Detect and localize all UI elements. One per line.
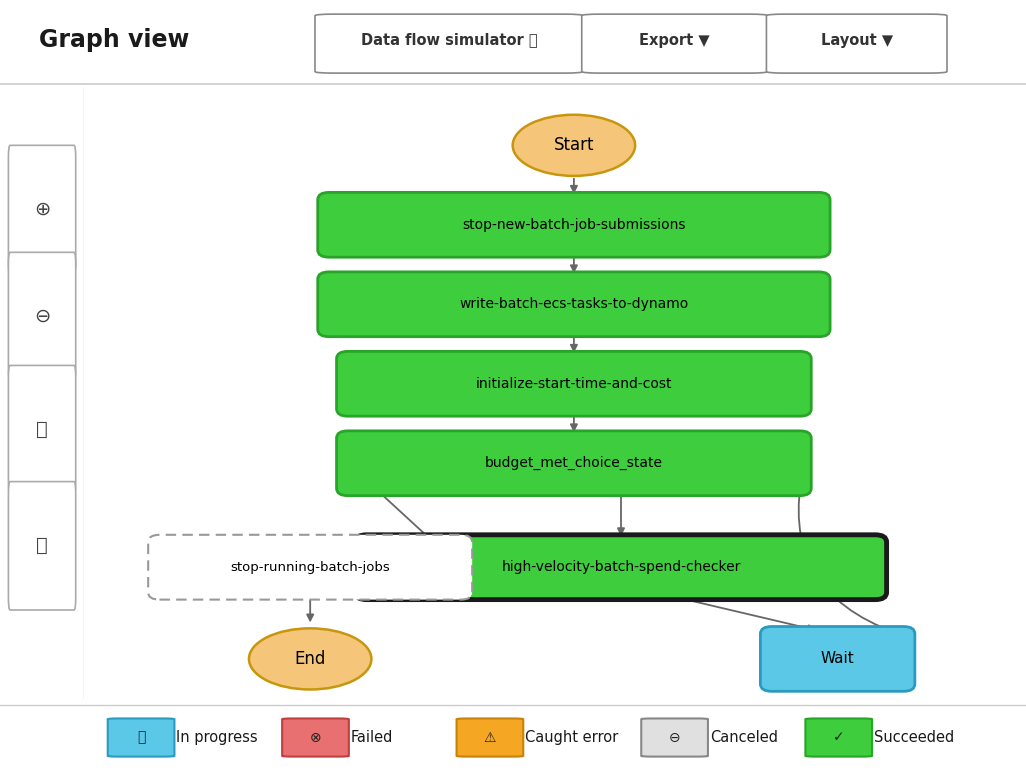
Text: Wait: Wait xyxy=(821,652,855,666)
FancyBboxPatch shape xyxy=(8,365,76,494)
Text: high-velocity-batch-spend-checker: high-velocity-batch-spend-checker xyxy=(502,560,741,574)
Text: budget_met_choice_state: budget_met_choice_state xyxy=(485,456,663,470)
Text: Export ▼: Export ▼ xyxy=(639,32,710,48)
Text: ⊗: ⊗ xyxy=(310,730,321,744)
FancyBboxPatch shape xyxy=(8,145,76,274)
FancyBboxPatch shape xyxy=(760,627,915,691)
FancyBboxPatch shape xyxy=(108,719,174,757)
FancyBboxPatch shape xyxy=(8,252,76,381)
FancyBboxPatch shape xyxy=(582,14,767,73)
Text: Graph view: Graph view xyxy=(39,28,190,52)
FancyBboxPatch shape xyxy=(337,351,812,416)
Text: Layout ▼: Layout ▼ xyxy=(821,32,893,48)
Text: Succeeded: Succeeded xyxy=(874,730,954,745)
Text: In progress: In progress xyxy=(176,730,259,745)
Text: ✓: ✓ xyxy=(833,730,844,744)
Text: ⚠: ⚠ xyxy=(483,730,497,744)
FancyBboxPatch shape xyxy=(766,14,947,73)
FancyBboxPatch shape xyxy=(148,535,472,600)
FancyBboxPatch shape xyxy=(318,272,830,337)
Ellipse shape xyxy=(513,115,635,176)
FancyBboxPatch shape xyxy=(641,719,708,757)
Text: Failed: Failed xyxy=(351,730,393,745)
FancyBboxPatch shape xyxy=(315,14,583,73)
Text: ⏱: ⏱ xyxy=(136,730,146,744)
FancyBboxPatch shape xyxy=(282,719,349,757)
Text: ⊖: ⊖ xyxy=(34,307,50,326)
FancyBboxPatch shape xyxy=(8,482,76,610)
Text: ⛶: ⛶ xyxy=(36,537,48,555)
Text: Data flow simulator ⧉: Data flow simulator ⧉ xyxy=(360,32,538,48)
Text: initialize-start-time-and-cost: initialize-start-time-and-cost xyxy=(476,377,672,391)
Text: ⊖: ⊖ xyxy=(669,730,680,744)
Text: Start: Start xyxy=(554,137,594,154)
FancyBboxPatch shape xyxy=(355,535,886,600)
Text: Caught error: Caught error xyxy=(525,730,619,745)
Text: stop-new-batch-job-submissions: stop-new-batch-job-submissions xyxy=(462,218,685,232)
Text: stop-running-batch-jobs: stop-running-batch-jobs xyxy=(230,560,390,574)
Text: Canceled: Canceled xyxy=(710,730,778,745)
Text: End: End xyxy=(294,650,326,668)
FancyBboxPatch shape xyxy=(457,719,523,757)
Ellipse shape xyxy=(249,628,371,689)
Text: ⌖: ⌖ xyxy=(36,420,48,439)
FancyBboxPatch shape xyxy=(337,431,812,496)
FancyBboxPatch shape xyxy=(318,192,830,257)
Text: write-batch-ecs-tasks-to-dynamo: write-batch-ecs-tasks-to-dynamo xyxy=(460,297,688,311)
FancyBboxPatch shape xyxy=(805,719,872,757)
Text: ⊕: ⊕ xyxy=(34,200,50,219)
